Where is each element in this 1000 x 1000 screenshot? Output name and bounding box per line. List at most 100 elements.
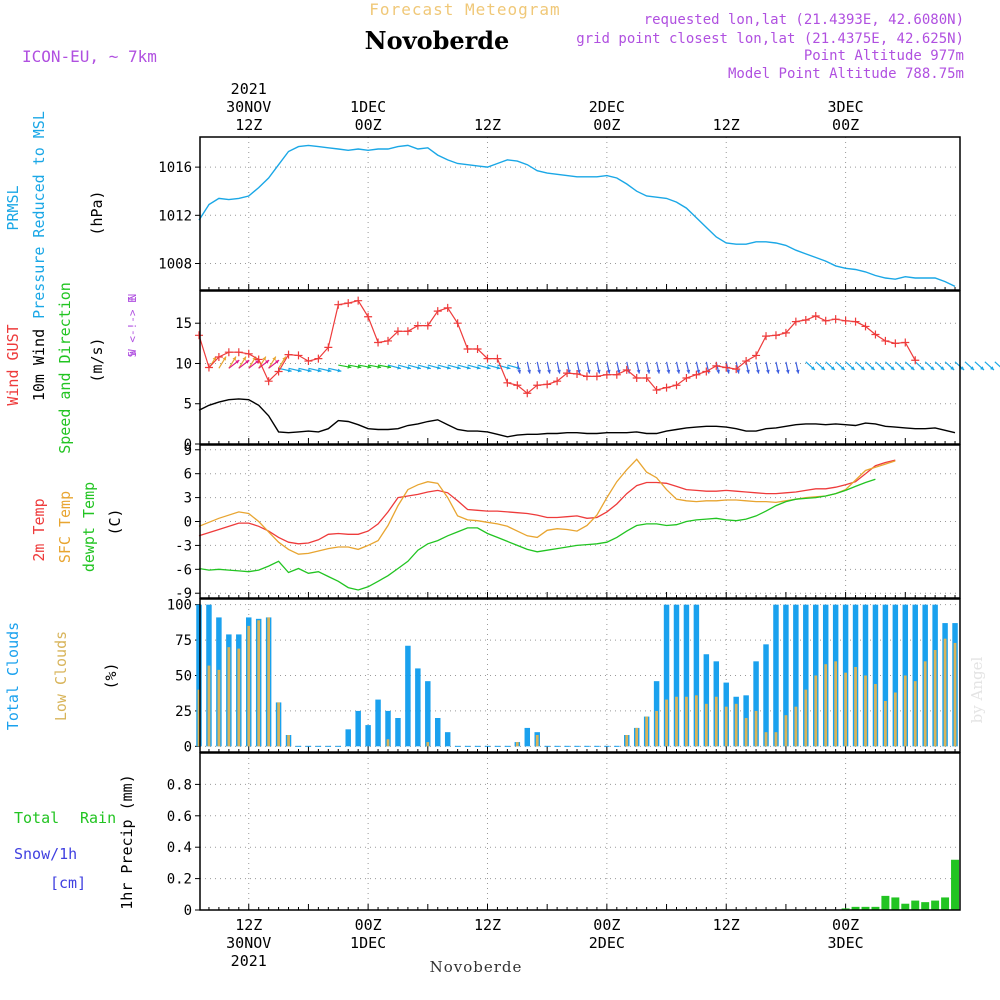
y-axis-label: PRMSL [4,185,22,230]
wind-arrow-head [232,356,236,361]
gust-point [573,369,582,378]
total-cloud-bar [355,710,361,747]
legend-snow-unit: [cm] [50,874,86,892]
wind-arrow-head [746,369,750,374]
temp-line-1 [198,458,896,555]
wind-arrow-head [347,364,352,369]
total-cloud-bar [683,604,690,747]
total-cloud-bar [673,604,680,747]
low-cloud-bar [535,735,539,747]
wind-arrow-head [586,369,591,374]
low-cloud-bar [913,681,917,747]
low-cloud-bar [864,675,867,747]
wind-arrow-head [456,365,461,370]
model-name: ICON-EU, ~ 7km [22,47,157,66]
y-axis-label: Pressure Reduced to MSL [30,111,48,319]
y-axis-label: Wind GUST [4,324,22,405]
wind-arrow [994,361,1000,368]
gust-point [692,370,701,379]
y-tick-label: 1012 [158,208,192,224]
wind-arrow-head [476,365,481,370]
pressure-line [198,144,956,288]
wind-arrow-head [397,365,402,370]
y-tick-label: 0.6 [167,809,192,825]
gust-point [732,365,741,374]
rain-bar [911,900,920,910]
y-axis-label: (C) [106,508,124,535]
low-cloud-bar [665,699,668,747]
wind-arrow-head [636,369,641,374]
wind-arrow-head [950,366,955,371]
legend-rain: Rain [80,809,116,827]
total-cloud-bar [882,604,889,747]
total-cloud-bar [375,699,381,747]
total-cloud-bar [385,710,391,747]
rain-bar [951,859,960,910]
low-cloud-bar [903,675,907,747]
gust-point [294,351,303,360]
y-tick-label: 0.4 [167,840,192,856]
total-cloud-bar [425,681,431,747]
time-label-top: 00Z [355,116,382,134]
low-cloud-bar [655,710,658,747]
time-label-top: 00Z [832,116,859,134]
time-label-bottom: 00Z [832,916,859,934]
rain-bar [881,895,890,910]
wind-arrow-head [407,365,411,370]
wind-arrow-head [245,360,250,364]
wind-arrow-head [716,369,720,374]
gust-point [563,369,572,378]
gust-point [543,380,552,389]
y-tick-label: -9 [175,586,192,602]
gust-point [264,377,273,386]
time-label-bottom: 1DEC [350,934,386,952]
gust-point [473,344,482,353]
gust-point [712,361,721,370]
y-tick-label: 15 [175,316,192,332]
gust-point [244,349,253,358]
low-cloud-bar [704,703,708,747]
low-cloud-bar [734,703,738,747]
wind-arrow-head [765,369,770,374]
wind-arrow-head [696,369,701,374]
wind-arrow-head [527,369,531,374]
compass-label: W <-!-> E [126,296,139,356]
panel-frame [199,444,961,599]
y-axis-label: Low Clouds [52,631,70,721]
wind-arrow-head [830,366,835,371]
y-tick-label: 6 [184,467,192,483]
low-cloud-bar [227,647,231,747]
low-cloud-bar [277,702,280,747]
gust-point [304,357,313,366]
panel-pressure: 1008 1012 1016 PRMSL Pressure Reduced to MSL… [4,111,961,319]
wind-arrow-head [795,369,800,374]
gust-point [821,316,830,325]
gust-point [742,357,751,366]
gust-point [901,338,910,347]
legend-snow: Snow/1h [14,845,77,863]
y-tick-label: 0 [184,739,192,755]
gust-point [672,381,681,390]
chart-panels: 1008 1012 1016 PRMSL Pressure Reduced to MSL… [4,111,1000,919]
gust-point [503,378,512,387]
gust-point [652,386,661,395]
y-tick-label: 9 [184,443,192,459]
time-label-top: 2DEC [589,98,625,116]
gust-point [463,344,472,353]
total-cloud-bar [395,718,401,747]
low-cloud-bar [893,692,897,747]
low-cloud-bar [724,706,728,747]
wind-arrow-head [327,368,332,373]
wind-arrow-head [756,369,760,374]
wind-arrow-head [736,369,740,374]
wind-arrow-head [666,369,671,374]
wind-arrow-head [547,369,551,374]
wind-arrow-head [785,369,790,374]
wind-arrow-head [486,365,491,370]
time-label-top: 1DEC [350,98,386,116]
low-cloud-bar [874,684,877,747]
gust-point [453,319,462,328]
panel-precip: 0 0.2 0.4 0.6 0.8 1hr Precip (mm) Total RainSno… [14,752,961,919]
wind-arrow-head [860,366,865,371]
gust-point [881,336,890,345]
